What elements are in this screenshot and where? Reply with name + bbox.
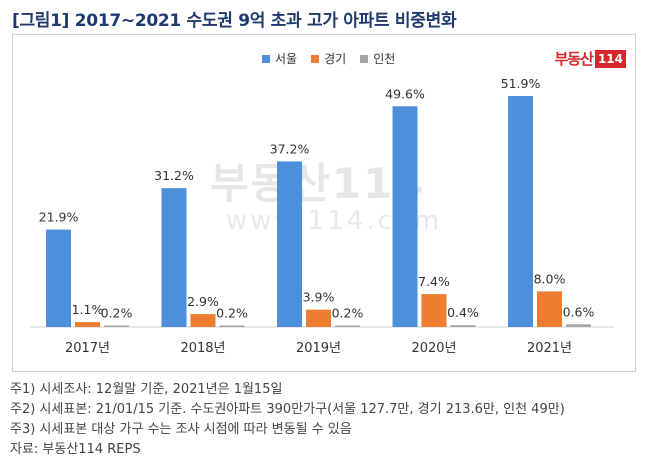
bar-seoul-3 [277, 161, 302, 327]
data-label-seoul-1: 21.9% [39, 210, 79, 225]
data-label-seoul-3: 37.2% [270, 141, 310, 156]
legend: 서울 경기 인천 [262, 50, 395, 67]
data-label-incheon-5: 0.6% [563, 304, 595, 319]
legend-item-gyeonggi: 경기 [311, 50, 346, 67]
bar-seoul-4 [392, 106, 418, 327]
legend-item-seoul: 서울 [262, 50, 297, 67]
data-label-gyeonggi-3: 3.9% [303, 290, 335, 305]
footnote-1: 주1) 시세조사: 12월말 기준, 2021년은 1월15일 [10, 382, 283, 397]
bar-incheon-5 [566, 324, 591, 327]
data-label-seoul-2: 31.2% [154, 168, 194, 183]
data-label-seoul-4: 49.6% [385, 86, 425, 101]
footnote-source: 자료: 부동산114 REPS [10, 442, 141, 457]
bar-seoul-5 [508, 96, 533, 327]
legend-label-seoul: 서울 [275, 52, 298, 66]
legend-item-incheon: 인천 [360, 50, 395, 67]
chart-title: [그림1] 2017~2021 수도권 9억 초과 고가 아파트 비중변화 [12, 11, 457, 31]
data-label-gyeonggi-2: 2.9% [187, 294, 219, 309]
data-label-incheon-3: 0.2% [332, 306, 364, 321]
bar-gyeonggi-4 [421, 294, 447, 327]
footnote-3: 주3) 시세표본 대상 가구 수는 조사 시점에 따라 변동될 수 있음 [10, 422, 352, 437]
bar-gyeonggi-2 [190, 314, 216, 327]
legend-swatch-seoul [262, 54, 270, 63]
data-label-incheon-1: 0.2% [101, 306, 133, 321]
data-label-gyeonggi-1: 1.1% [72, 302, 104, 317]
bar-chart: 21.9%1.1%0.2%2017년31.2%2.9%0.2%2018년37.2… [30, 76, 614, 356]
bar-incheon-4 [450, 325, 476, 327]
category-label-4: 2020년 [411, 341, 456, 356]
data-label-incheon-2: 0.2% [216, 306, 248, 321]
logo-number: 114 [594, 49, 626, 68]
legend-swatch-incheon [360, 54, 369, 63]
footnotes: 주1) 시세조사: 12월말 기준, 2021년은 1월15일 주2) 시세표본… [10, 380, 565, 460]
bar-incheon-2 [219, 325, 245, 327]
bar-gyeonggi-5 [537, 291, 562, 327]
bar-seoul-2 [161, 188, 187, 327]
data-label-seoul-5: 51.9% [501, 76, 541, 91]
category-label-1: 2017년 [65, 341, 110, 356]
bar-incheon-3 [335, 325, 360, 327]
brand-logo: 부동산 114 [555, 48, 626, 69]
legend-label-gyeonggi: 경기 [324, 52, 347, 66]
category-label-5: 2021년 [527, 341, 572, 356]
bar-seoul-1 [46, 229, 71, 327]
bar-gyeonggi-3 [306, 309, 331, 327]
category-label-2: 2018년 [180, 341, 225, 356]
logo-text: 부동산 [554, 50, 594, 68]
legend-label-incheon: 인천 [373, 52, 396, 66]
footnote-2: 주2) 시세표본: 21/01/15 기준. 수도권아파트 390만가구(서울 … [10, 402, 565, 417]
data-label-gyeonggi-5: 8.0% [534, 271, 566, 286]
legend-swatch-gyeonggi [311, 54, 320, 63]
data-label-gyeonggi-4: 7.4% [418, 274, 450, 289]
bar-incheon-1 [104, 325, 129, 327]
category-label-3: 2019년 [296, 341, 341, 356]
data-label-incheon-4: 0.4% [447, 305, 479, 320]
bar-gyeonggi-1 [75, 322, 100, 327]
